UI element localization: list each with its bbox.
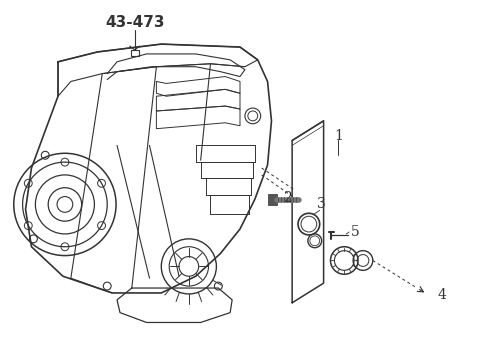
- Text: 43-473: 43-473: [105, 15, 165, 30]
- Bar: [267, 193, 277, 205]
- Bar: [131, 50, 139, 56]
- Text: 4: 4: [437, 288, 446, 302]
- Text: 2: 2: [283, 190, 291, 205]
- Text: 5: 5: [351, 225, 360, 239]
- Text: 1: 1: [334, 129, 343, 142]
- Text: 3: 3: [317, 198, 326, 211]
